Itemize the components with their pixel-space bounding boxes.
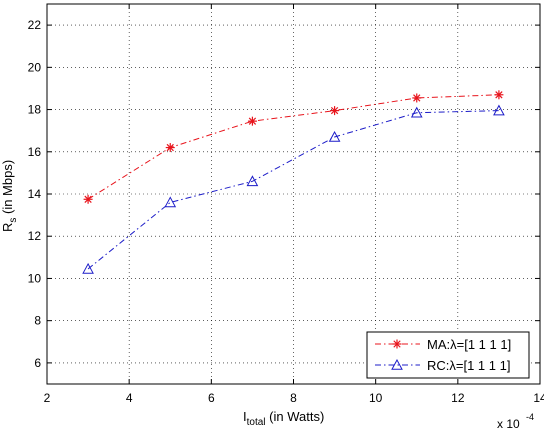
x-axis-label-main: I — [243, 409, 247, 424]
star-marker — [494, 90, 504, 100]
star-marker-stroke — [413, 94, 421, 102]
series-rc — [82, 104, 505, 274]
star-marker — [330, 106, 340, 116]
series-line — [87, 110, 499, 270]
triangle-marker — [493, 104, 505, 116]
triangle-marker — [246, 175, 259, 187]
star-marker-stroke — [330, 106, 339, 115]
axis-ticks: 2 4 6 8 10 12 14 6 8 10 12 14 16 18 20 22 — [28, 4, 544, 405]
y-tick-label: 22 — [28, 18, 42, 32]
legend-label-rc: RC:λ=[1 1 1 1] — [427, 358, 510, 373]
x-axis-label-rest: (in Watts) — [266, 409, 325, 424]
y-tick-label: 16 — [28, 145, 42, 159]
y-tick-label: 8 — [34, 314, 41, 328]
x-multiplier-exponent: -4 — [526, 412, 534, 422]
legend: MA:λ=[1 1 1 1] RC:λ=[1 1 1 1] — [366, 331, 530, 379]
grid — [47, 4, 540, 384]
star-marker-stroke — [84, 195, 92, 203]
series-ma — [83, 90, 504, 204]
x-axis-label: Itotal (in Watts) — [243, 409, 324, 428]
x-tick-label: 14 — [533, 391, 544, 405]
triangle-marker — [164, 196, 177, 208]
y-tick-label: 14 — [28, 187, 42, 201]
y-axis-label-main: R — [0, 223, 15, 232]
x-multiplier-base: x 10 — [497, 417, 520, 430]
series-layer — [82, 90, 505, 274]
x-tick-label: 4 — [126, 391, 133, 405]
star-marker-stroke — [166, 143, 174, 152]
x-tick-label: 8 — [290, 391, 297, 405]
star-marker-stroke — [248, 117, 257, 125]
x-tick-label: 12 — [451, 391, 465, 405]
star-marker — [412, 93, 422, 103]
star-marker — [392, 339, 402, 349]
triangle-marker — [82, 262, 94, 274]
y-axis-label-subscript: s — [8, 218, 19, 223]
y-tick-label: 18 — [28, 103, 42, 117]
y-axis-label: Rs (in Mbps) — [0, 160, 19, 232]
x-axis-label-subscript: total — [247, 417, 266, 428]
star-marker — [247, 116, 257, 126]
y-tick-label: 12 — [28, 229, 42, 243]
star-marker — [83, 194, 93, 204]
x-tick-label: 10 — [369, 391, 383, 405]
legend-label-ma: MA:λ=[1 1 1 1] — [427, 337, 511, 352]
x-tick-label: 6 — [208, 391, 215, 405]
star-marker-stroke — [393, 340, 401, 348]
y-tick-label: 10 — [28, 271, 42, 285]
triangle-marker — [410, 106, 423, 118]
series-line — [87, 94, 499, 200]
x-tick-label: 2 — [44, 391, 51, 405]
star-marker — [165, 143, 175, 153]
triangle-marker — [328, 130, 341, 142]
y-tick-label: 20 — [28, 60, 42, 74]
triangle-marker — [391, 358, 403, 370]
y-tick-label: 6 — [34, 356, 41, 370]
legend-entries — [375, 339, 420, 370]
legend-box — [366, 331, 530, 379]
star-marker-stroke — [495, 91, 503, 99]
y-axis-label-rest: (in Mbps) — [0, 160, 15, 218]
x-multiplier: x 10 -4 — [497, 412, 534, 430]
